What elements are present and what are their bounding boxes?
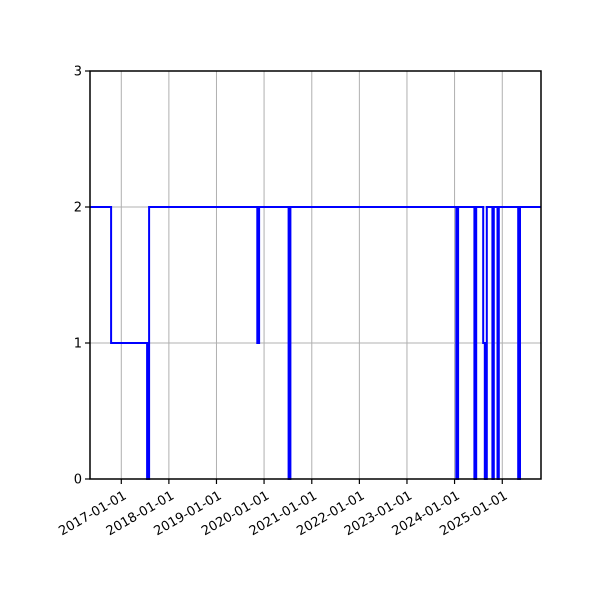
grid bbox=[90, 70, 541, 480]
y-tick-label: 2 bbox=[74, 201, 82, 216]
y-tick-label: 0 bbox=[74, 473, 82, 488]
y-tick-label: 1 bbox=[74, 337, 82, 352]
plot-border bbox=[89, 70, 542, 480]
y-axis: 0 1 2 3 bbox=[74, 65, 90, 488]
x-axis: 2017-01-012018-01-012019-01-012020-01-01… bbox=[56, 479, 510, 539]
y-tick-label: 3 bbox=[74, 65, 82, 80]
